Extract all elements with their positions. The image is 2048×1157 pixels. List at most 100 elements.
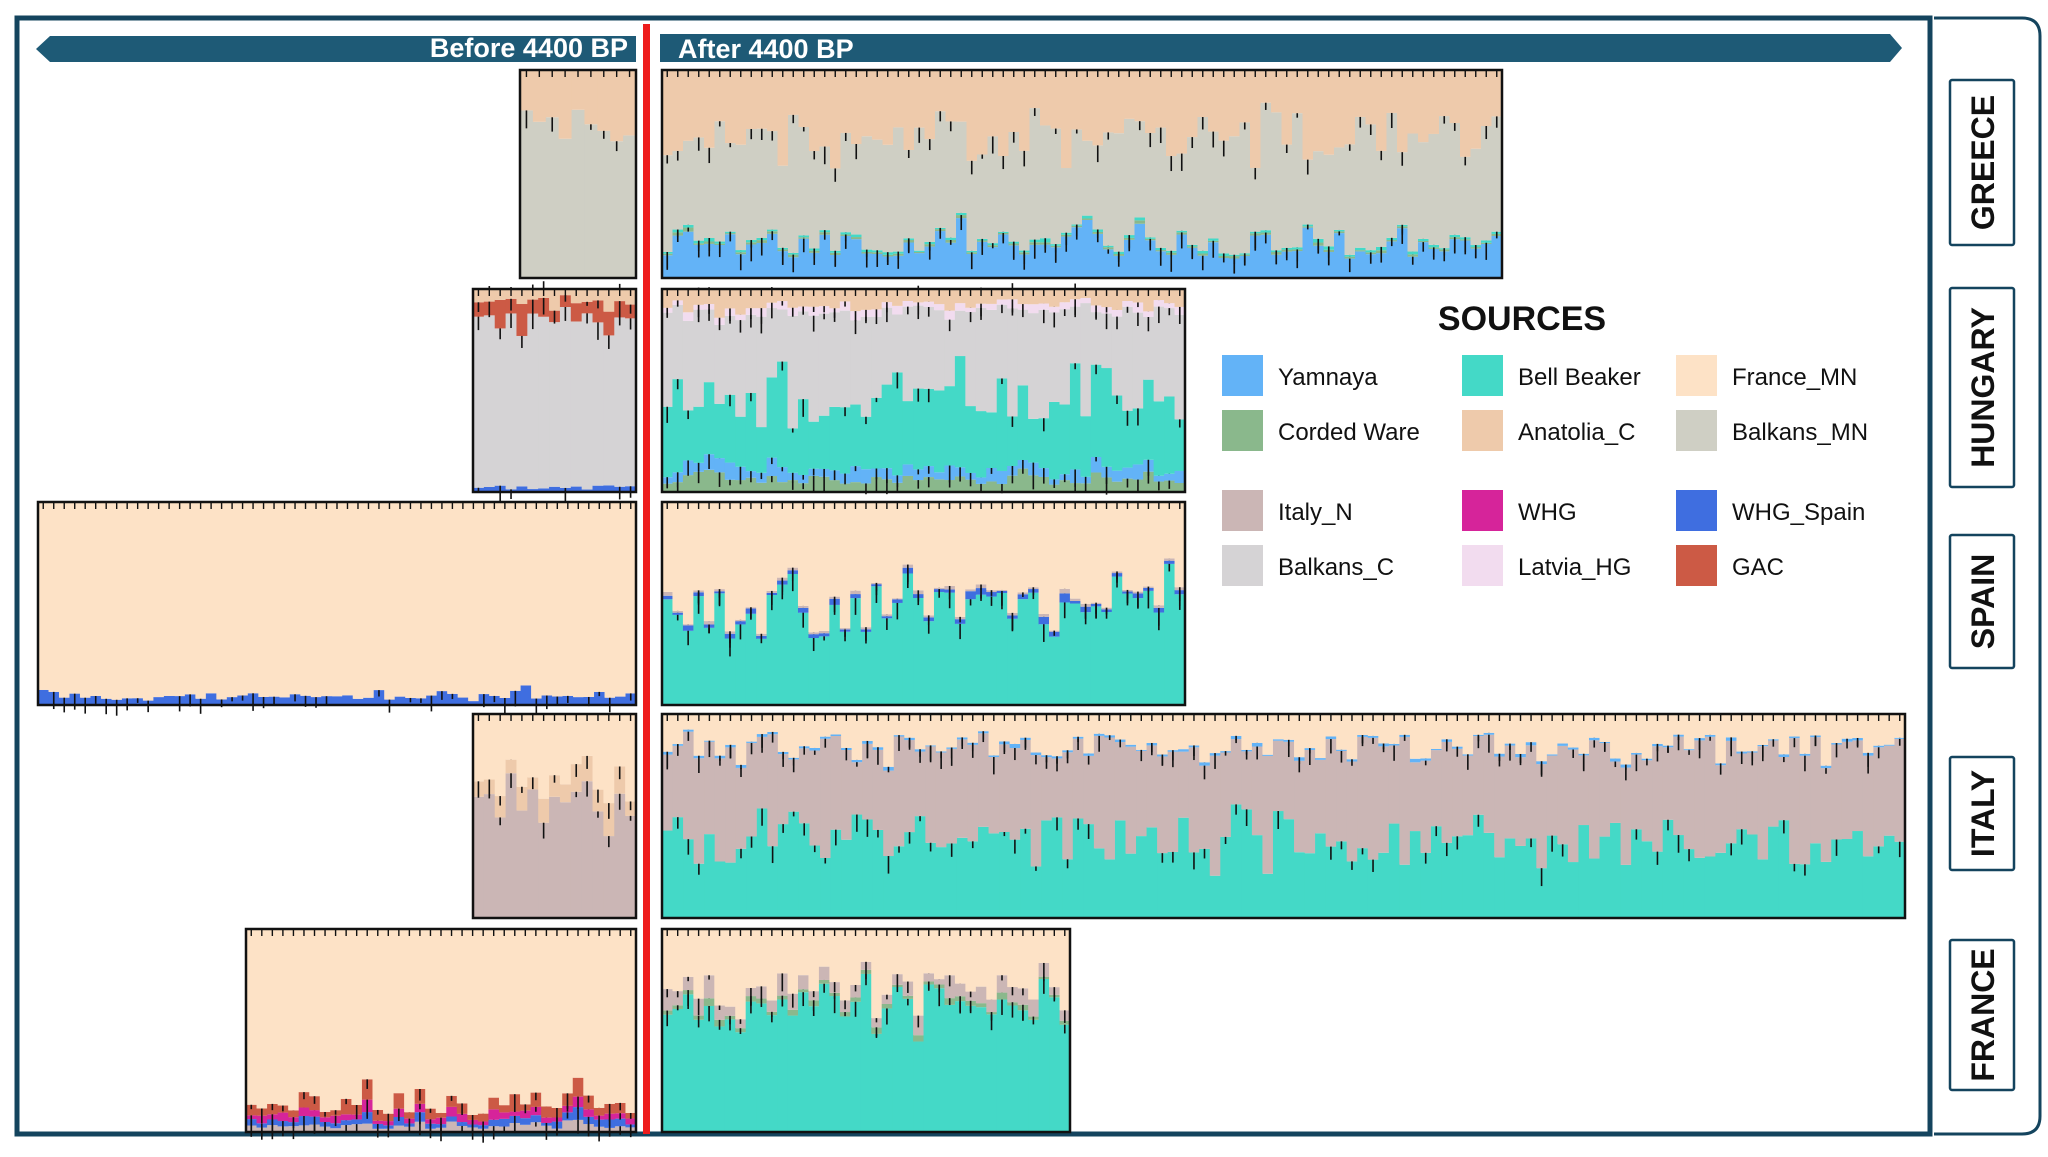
bar-segment-bell-beaker: [1725, 843, 1738, 918]
bar-segment-bell-beaker: [672, 1008, 684, 1132]
bar-segment-france-mn: [672, 929, 684, 992]
bar-segment-corded-ware: [798, 989, 810, 993]
bar-segment-bell-beaker: [703, 1005, 715, 1132]
bar-segment-italy-n: [1020, 739, 1032, 829]
bar-segment-balkans-c: [913, 305, 925, 389]
bar-segment-gac: [494, 299, 507, 329]
bar-segment-italy-n: [1504, 745, 1516, 839]
bar-segment-anatolia-c: [610, 70, 624, 142]
bar-segment-france-mn: [1567, 714, 1580, 748]
bar-segment-bell-beaker: [735, 624, 747, 705]
bar-segment-italy-n: [1367, 737, 1379, 860]
bar-segment-italy-n: [1409, 762, 1422, 832]
bar-segment-balkans-mn: [1323, 154, 1335, 247]
bar-segment-anatolia-c: [1365, 70, 1377, 125]
bar-segment-france-mn: [1083, 714, 1095, 754]
bar-segment-corded-ware: [756, 482, 768, 492]
bar-segment-italy-n: [1041, 757, 1053, 821]
bar-segment-gac: [570, 303, 583, 322]
bar-segment-balkans-mn: [1218, 140, 1230, 254]
bar-segment-anatolia-c: [1082, 70, 1094, 141]
bar-segment-yamnaya: [996, 470, 1008, 484]
bar-segment-anatolia-c: [1344, 70, 1356, 145]
bar-segment-whg-spain: [573, 697, 585, 705]
bar-segment-italy-n: [1304, 749, 1316, 854]
bar-segment-balkans-mn: [558, 138, 573, 278]
bar-segment-france-mn: [703, 929, 715, 976]
bar-segment-france-mn: [1283, 714, 1295, 740]
bar-segment-yamnaya: [840, 235, 852, 278]
bar-segment-gac: [572, 1077, 584, 1097]
bar-segment-balkans-mn: [872, 139, 884, 251]
bar-segment-bell-beaker: [1049, 636, 1061, 705]
bar-segment-italy-n: [672, 745, 684, 818]
bar-segment-balkans-c: [703, 309, 715, 383]
bar-segment-yamnaya: [1125, 744, 1137, 747]
bar-segment-italy-n: [494, 817, 507, 918]
bar-segment-yamnaya: [1029, 244, 1041, 278]
bar-segment-italy-n: [1104, 737, 1116, 860]
region-labels: GREECE HUNGARY SPAIN ITALY FRANCE: [1948, 78, 2016, 1092]
bar-segment-balkans-mn: [1407, 133, 1419, 252]
bar-segment-yamnaya: [1071, 227, 1083, 278]
bar-segment-france-mn: [570, 714, 583, 765]
bar-segment-italy-n: [1736, 753, 1748, 830]
bar-segment-bell-beaker: [1483, 832, 1495, 918]
legend-label-whg: WHG: [1518, 499, 1577, 526]
bar-segment-whg-spain: [808, 634, 820, 639]
bar-segment-anatolia-c: [1071, 70, 1083, 130]
bar-segment-france-mn: [1038, 502, 1050, 615]
bar-segment-balkans-mn: [1376, 150, 1388, 247]
bar-segment-france-mn: [258, 502, 270, 697]
bar-segment-france-mn: [746, 714, 758, 742]
bar-segment-italy-n: [473, 796, 485, 918]
bar-segment-france-mn: [1820, 714, 1832, 766]
bar-segment-italy-n: [797, 605, 810, 608]
bar-segment-italy-n: [1778, 757, 1790, 821]
bar-segment-balkans-mn: [746, 128, 758, 241]
bar-segment-france-mn: [682, 929, 694, 977]
bar-segment-yamnaya: [1325, 736, 1337, 740]
bar-segment-italy-n: [1072, 738, 1084, 819]
bar-segment-bell-beaker: [808, 638, 820, 705]
bar-segment-balkans-mn: [914, 127, 926, 251]
bar-segment-balkans-c: [954, 310, 966, 357]
bar-segment-anatolia-c: [545, 70, 560, 118]
bar-segment-balkans-mn: [584, 124, 598, 278]
bar-segment-balkans-c: [682, 320, 694, 411]
bar-segment-bell-beaker: [1017, 599, 1029, 705]
bar-segment-france-mn: [1174, 502, 1186, 588]
bar-segment-anatolia-c: [830, 70, 842, 169]
bar-segment-anatolia-c: [1008, 70, 1020, 132]
bar-segment-whg-spain: [603, 485, 615, 492]
legend-swatch-yamnaya: [1222, 355, 1263, 396]
bar-segment-bell-beaker: [1536, 868, 1548, 918]
bar-segment-france-mn: [1104, 714, 1116, 736]
bar-segment-anatolia-c: [1239, 70, 1251, 123]
bar-segment-bell-beaker: [1504, 838, 1516, 918]
bar-segment-whg-spain: [279, 697, 291, 705]
bar-segment-france-mn: [965, 502, 977, 590]
bar-segment-bell-beaker: [1260, 230, 1272, 233]
bar-segment-balkans-mn: [1260, 102, 1272, 231]
bar-segment-france-mn: [1157, 714, 1169, 755]
bar-segment-italy-n: [1546, 755, 1558, 836]
bar-segment-france-mn: [913, 502, 925, 591]
bar-segment-yamnaya: [1302, 227, 1314, 278]
bar-segment-whg-spain: [881, 616, 893, 619]
bar-segment-yamnaya: [1336, 749, 1348, 751]
bar-segment-france-mn: [603, 714, 615, 804]
bar-segment-bell-beaker: [967, 841, 979, 918]
bar-segment-italy-n: [1536, 764, 1548, 869]
bar-segment-bell-beaker: [1028, 418, 1040, 463]
legend-label-bell-beaker: Bell Beaker: [1518, 364, 1641, 391]
panel-france-after: [660, 927, 1072, 1134]
bar-segment-bell-beaker: [1452, 836, 1464, 918]
bar-segment-yamnaya: [1386, 241, 1398, 278]
bar-segment-anatolia-c: [516, 289, 528, 305]
bar-segment-balkans-mn: [714, 121, 726, 242]
bar-segment-bell-beaker: [996, 378, 1008, 471]
bar-segment-corded-ware: [850, 482, 862, 492]
bar-segment-italy-n: [735, 767, 747, 849]
